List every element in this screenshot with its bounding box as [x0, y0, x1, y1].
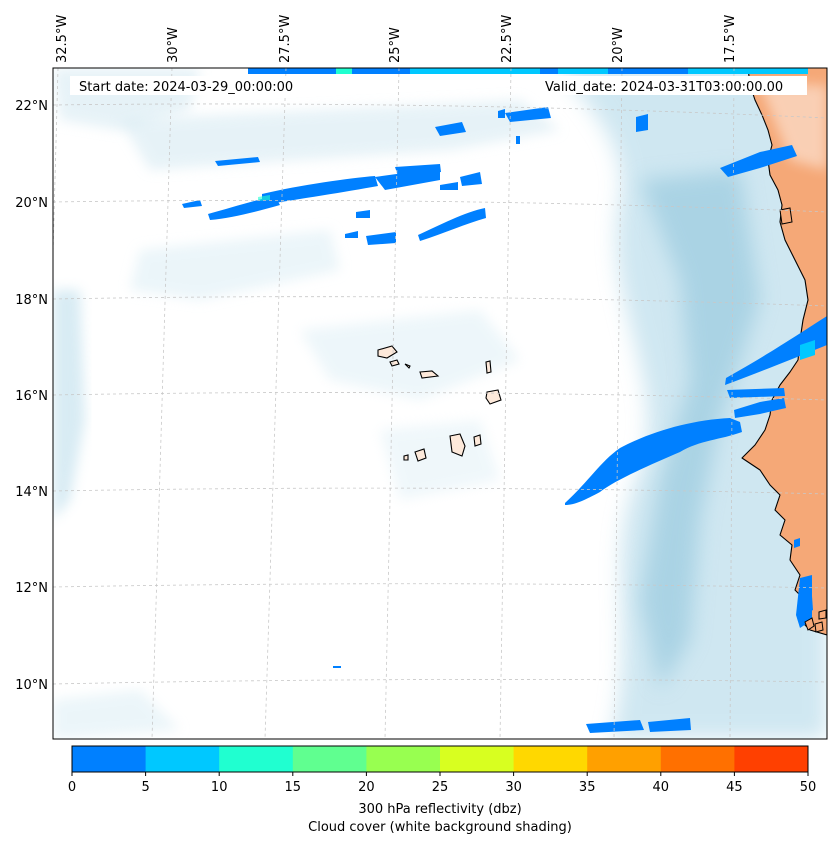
- lat-label-22n: 22°N: [15, 99, 48, 114]
- lon-label-32-5w: 32.5°W: [55, 15, 70, 63]
- colorbar-tick-label: 10: [211, 780, 228, 795]
- lon-label-27-5w: 27.5°W: [278, 15, 293, 63]
- lat-label-12n: 12°N: [15, 581, 48, 596]
- lat-label-10n: 10°N: [15, 678, 48, 693]
- lat-label-20n: 20°N: [15, 196, 48, 211]
- lat-label-16n: 16°N: [15, 389, 48, 404]
- valid-date-box: [541, 76, 807, 95]
- colorbar-tick-label: 15: [285, 780, 302, 795]
- lon-label-25w: 25°W: [388, 27, 403, 63]
- colorbar-segment: [72, 746, 147, 772]
- colorbar-segment: [513, 746, 588, 772]
- colorbar-tick-label: 30: [505, 780, 522, 795]
- lon-label-22-5w: 22.5°W: [500, 15, 515, 63]
- bijagos-islands: [779, 207, 827, 633]
- valid-date-label: Valid_date: 2024-03-31T03:00:00.00: [545, 80, 783, 95]
- latitude-labels: 22°N 20°N 18°N 16°N 14°N 12°N 10°N: [15, 99, 48, 693]
- map-content: [53, 68, 827, 739]
- colorbar-tick-label: 25: [432, 780, 449, 795]
- lon-label-17-5w: 17.5°W: [723, 15, 738, 63]
- colorbar-segment: [734, 746, 809, 772]
- reflectivity-contours: [182, 68, 827, 733]
- lat-label-14n: 14°N: [15, 485, 48, 500]
- colorbar-segment: [145, 746, 220, 772]
- colorbar-segment: [660, 746, 735, 772]
- cape-verde-islands: [377, 345, 502, 462]
- lon-label-30w: 30°W: [166, 27, 181, 63]
- colorbar-segment: [219, 746, 294, 772]
- start-date-label: Start date: 2024-03-29_00:00:00: [79, 80, 293, 95]
- cloud-cover-shading: [53, 68, 827, 739]
- colorbar-label-reflectivity: 300 hPa reflectivity (dbz): [358, 802, 521, 817]
- lon-label-20w: 20°W: [611, 27, 626, 63]
- start-date-box: [70, 76, 306, 95]
- colorbar-segment: [292, 746, 367, 772]
- lat-label-18n: 18°N: [15, 293, 48, 308]
- colorbar-segment: [366, 746, 441, 772]
- colorbar-tick-label: 20: [358, 780, 375, 795]
- colorbar-label-cloud-cover: Cloud cover (white background shading): [308, 820, 572, 835]
- colorbar-tick-label: 45: [726, 780, 743, 795]
- colorbar-tick-label: 50: [800, 780, 817, 795]
- map-frame: [52, 67, 828, 740]
- colorbar-ticks: 0 5 10 15 20 25 30 35 40 45 50: [68, 772, 816, 795]
- colorbar-tick-label: 35: [579, 780, 596, 795]
- graticule: [53, 68, 827, 739]
- colorbar-tick-label: 5: [141, 780, 149, 795]
- colorbar: [72, 746, 809, 772]
- colorbar-segment: [440, 746, 515, 772]
- longitude-labels: 32.5°W 30°W 27.5°W 25°W 22.5°W 20°W 17.5…: [55, 15, 738, 63]
- colorbar-tick-label: 40: [653, 780, 670, 795]
- colorbar-tick-label: 0: [68, 780, 76, 795]
- colorbar-segment: [587, 746, 662, 772]
